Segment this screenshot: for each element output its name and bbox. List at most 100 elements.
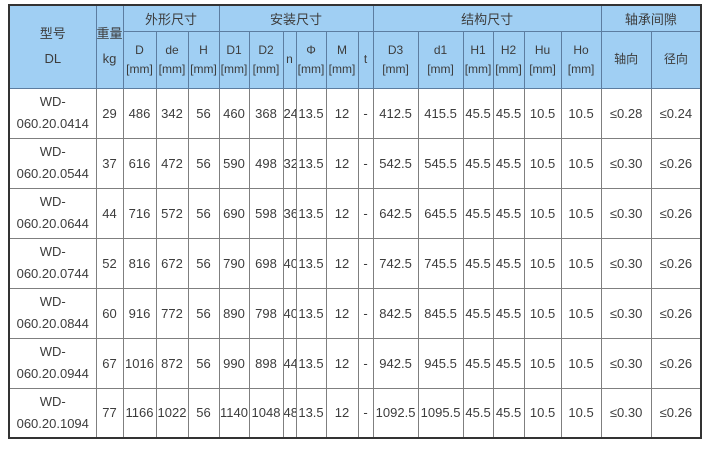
model-cell: WD- 060.20.0944 (8, 337, 97, 389)
table-row: WD-060.20.041429486342564603682413.512-4… (8, 87, 702, 139)
value-cell: ≤0.26 (650, 337, 702, 389)
value-cell: 816 (122, 237, 157, 289)
col-header-radial: 径向 (650, 30, 702, 89)
model-cell: WD- 060.20.1094 (8, 387, 97, 439)
value-cell: ≤0.28 (600, 87, 652, 139)
value-cell: 45.5 (492, 387, 525, 439)
value-cell: 845.5 (417, 287, 464, 339)
value-cell: 40 (282, 287, 297, 339)
value-cell: 45.5 (492, 187, 525, 239)
value-cell: 10.5 (523, 137, 562, 189)
value-cell: 10.5 (560, 137, 602, 189)
col-header-t: t (357, 30, 374, 89)
table-row: WD-060.20.1094771166102256114010484813.5… (8, 387, 702, 439)
model-cell: WD- 060.20.0644 (8, 187, 97, 239)
col-header-hu: Hu [mm] (523, 30, 562, 89)
header-weight-line2: kg (102, 50, 117, 66)
value-cell: 412.5 (372, 87, 419, 139)
value-cell: 1092.5 (372, 387, 419, 439)
value-cell: 45.5 (492, 237, 525, 289)
col-header-de: de [mm] (155, 30, 189, 89)
header-weight-line1: 重量 (96, 26, 123, 42)
value-cell: 890 (218, 287, 250, 339)
value-cell: 48 (282, 387, 297, 439)
value-cell: 56 (187, 87, 220, 139)
value-cell: 32 (282, 137, 297, 189)
value-cell: 13.5 (295, 87, 327, 139)
value-cell: 1166 (122, 387, 157, 439)
value-cell: 342 (155, 87, 189, 139)
value-cell: 415.5 (417, 87, 464, 139)
value-cell: 13.5 (295, 287, 327, 339)
col-header-n: n (282, 30, 297, 89)
col-header-ho: Ho [mm] (560, 30, 602, 89)
value-cell: 672 (155, 237, 189, 289)
value-cell: 616 (122, 137, 157, 189)
col-header-h1: H1 [mm] (462, 30, 494, 89)
col-header-d-outer: D [mm] (122, 30, 157, 89)
value-cell: 12 (325, 237, 359, 289)
value-cell: 12 (325, 87, 359, 139)
value-cell: 45.5 (462, 187, 494, 239)
value-cell: 872 (155, 337, 189, 389)
group-header-mounting-dimensions: 安装尺寸 (218, 4, 374, 32)
value-cell: 572 (155, 187, 189, 239)
value-cell: 12 (325, 337, 359, 389)
value-cell: ≤0.26 (650, 137, 702, 189)
value-cell: 842.5 (372, 287, 419, 339)
value-cell: 45.5 (462, 137, 494, 189)
value-cell: ≤0.30 (600, 337, 652, 389)
value-cell: 742.5 (372, 237, 419, 289)
value-cell: 10.5 (523, 337, 562, 389)
value-cell: 1095.5 (417, 387, 464, 439)
value-cell: 772 (155, 287, 189, 339)
value-cell: ≤0.30 (600, 387, 652, 439)
value-cell: 45.5 (492, 137, 525, 189)
value-cell: 13.5 (295, 337, 327, 389)
value-cell: ≤0.30 (600, 237, 652, 289)
value-cell: 45.5 (492, 87, 525, 139)
value-cell: 37 (95, 137, 124, 189)
col-header-m: M [mm] (325, 30, 359, 89)
value-cell: 790 (218, 237, 250, 289)
value-cell: 10.5 (523, 87, 562, 139)
value-cell: 486 (122, 87, 157, 139)
value-cell: 60 (95, 287, 124, 339)
value-cell: 13.5 (295, 237, 327, 289)
model-cell: WD- 060.20.0744 (8, 237, 97, 289)
value-cell: 10.5 (523, 387, 562, 439)
value-cell: 1048 (248, 387, 284, 439)
value-cell: 10.5 (523, 287, 562, 339)
value-cell: 44 (282, 337, 297, 389)
group-header-outline-dimensions: 外形尺寸 (122, 4, 220, 32)
col-header-h: H [mm] (187, 30, 220, 89)
value-cell: 12 (325, 387, 359, 439)
value-cell: 12 (325, 137, 359, 189)
value-cell: 716 (122, 187, 157, 239)
value-cell: ≤0.26 (650, 237, 702, 289)
value-cell: ≤0.26 (650, 187, 702, 239)
header-group-row: 型号 DL 重量 kg 外形尺寸 安装尺寸 结构尺寸 轴承间隙 (8, 4, 702, 89)
value-cell: - (357, 387, 374, 439)
value-cell: 916 (122, 287, 157, 339)
value-cell: 990 (218, 337, 250, 389)
value-cell: 56 (187, 187, 220, 239)
value-cell: 598 (248, 187, 284, 239)
value-cell: 460 (218, 87, 250, 139)
value-cell: 472 (155, 137, 189, 189)
value-cell: - (357, 87, 374, 139)
value-cell: 56 (187, 387, 220, 439)
value-cell: 45.5 (462, 87, 494, 139)
value-cell: 12 (325, 287, 359, 339)
value-cell: 642.5 (372, 187, 419, 239)
value-cell: 12 (325, 187, 359, 239)
value-cell: 545.5 (417, 137, 464, 189)
value-cell: ≤0.30 (600, 137, 652, 189)
value-cell: - (357, 187, 374, 239)
value-cell: - (357, 137, 374, 189)
col-header-phi: Φ [mm] (295, 30, 327, 89)
value-cell: 945.5 (417, 337, 464, 389)
value-cell: 45.5 (462, 287, 494, 339)
value-cell: 690 (218, 187, 250, 239)
value-cell: 698 (248, 237, 284, 289)
